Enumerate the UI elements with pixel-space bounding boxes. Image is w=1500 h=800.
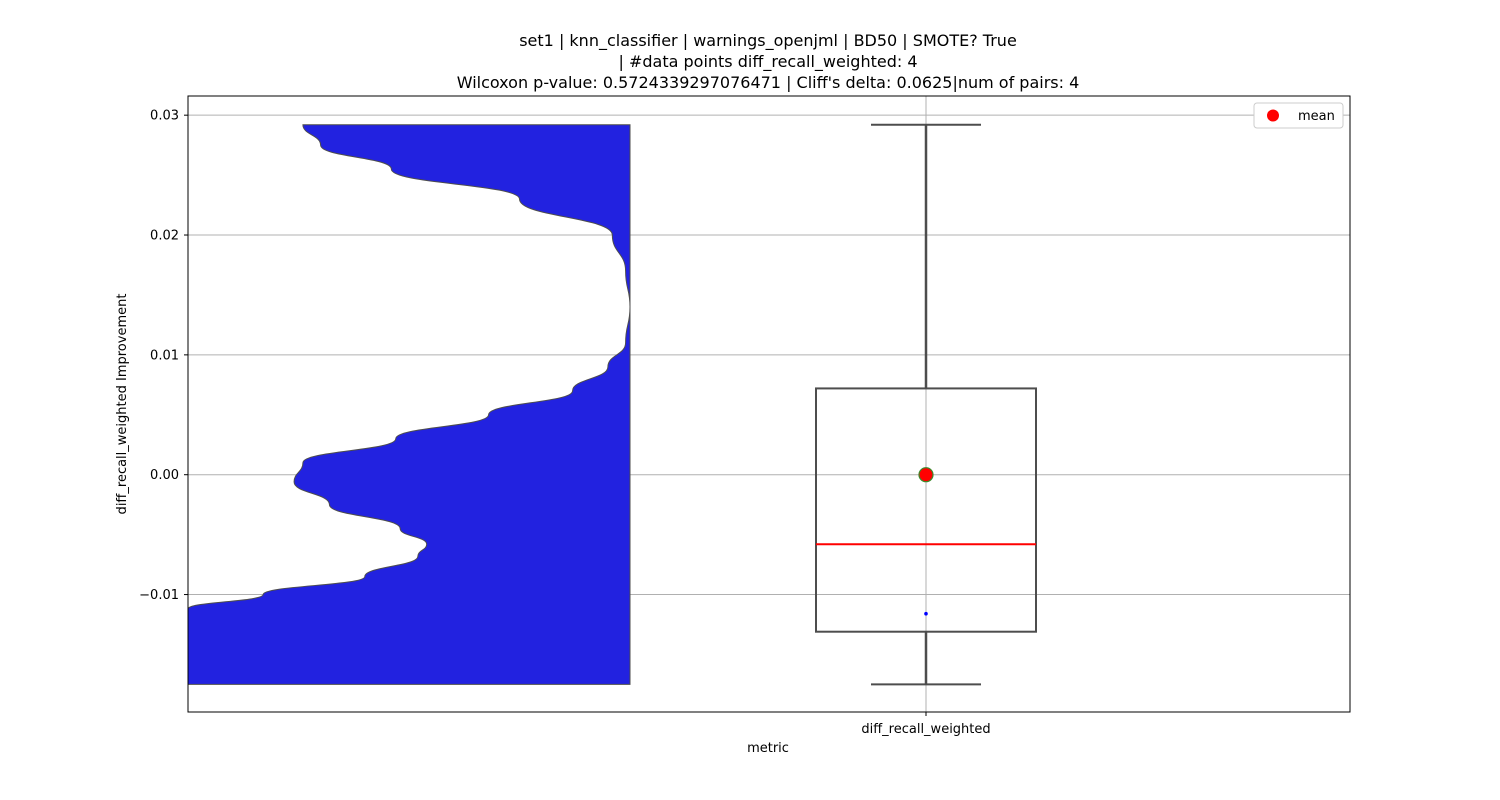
outlier-point	[924, 611, 928, 616]
plot-area: −0.01 0.00 0.01 0.02 0.03 diff_recall_weighte…	[139, 95, 1351, 737]
legend-frame	[1253, 102, 1344, 129]
x-axis-label: metric	[747, 741, 789, 756]
y-tick-label: 0.00	[150, 468, 179, 483]
y-tick-label: −0.01	[139, 588, 179, 603]
chart-title-line-3: Wilcoxon p-value: 0.5724339297076471 | C…	[457, 73, 1080, 92]
y-axis-label: diff_recall_weighted Improvement	[115, 294, 130, 515]
box-iqr	[815, 387, 1037, 633]
legend: mean	[1253, 102, 1344, 129]
chart-title-line-1: set1 | knn_classifier | warnings_openjml…	[519, 31, 1017, 51]
y-tick-label: 0.03	[150, 109, 179, 124]
legend-mean-marker	[1267, 109, 1279, 122]
violin-body	[188, 124, 631, 685]
x-tick-label: diff_recall_weighted	[861, 722, 990, 737]
y-tick-label: 0.01	[150, 348, 179, 363]
chart-title-line-2: | #data points diff_recall_weighted: 4	[618, 52, 917, 72]
mean-marker	[918, 467, 934, 483]
legend-mean-label: mean	[1298, 109, 1335, 124]
y-tick-label: 0.02	[150, 229, 179, 244]
plot-frame	[187, 95, 1351, 713]
